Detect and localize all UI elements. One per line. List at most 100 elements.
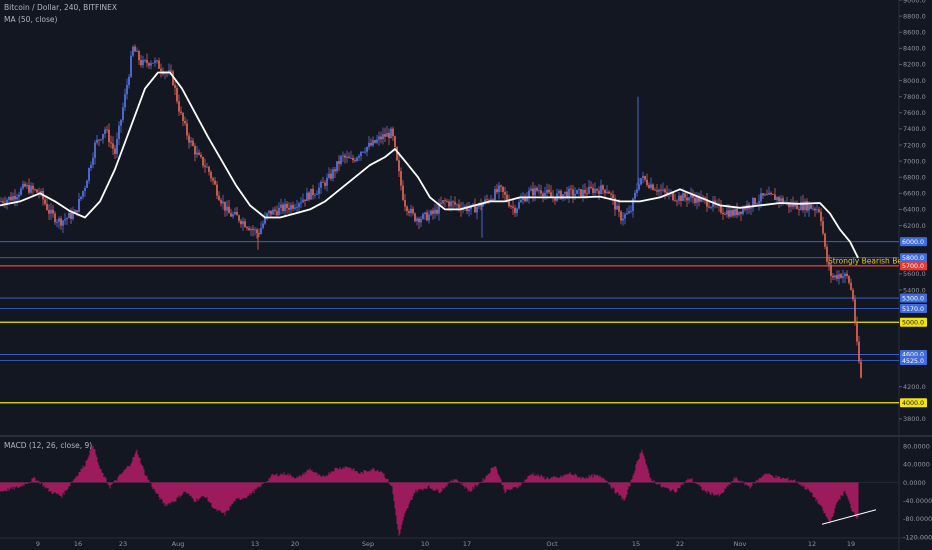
macd-bar	[224, 482, 226, 516]
macd-bar	[16, 482, 18, 487]
macd-bar	[254, 482, 256, 490]
macd-bar	[42, 482, 44, 487]
candle	[42, 187, 44, 206]
candle	[230, 208, 232, 217]
macd-bar	[53, 482, 55, 493]
macd-bar	[293, 477, 295, 483]
macd-bar	[547, 477, 549, 483]
macd-bar	[132, 457, 134, 483]
macd-bar	[352, 468, 354, 483]
macd-bar	[692, 481, 694, 483]
candle	[210, 170, 212, 183]
macd-bar	[416, 482, 418, 493]
candle	[752, 196, 754, 212]
macd-bar	[306, 470, 308, 483]
candle	[636, 183, 638, 197]
macd-bar	[487, 474, 489, 483]
macd-bar	[722, 482, 724, 494]
candle	[494, 185, 496, 202]
candle	[528, 187, 530, 204]
macd-bar	[483, 480, 485, 483]
macd-bar	[836, 482, 838, 503]
candle	[688, 196, 690, 204]
macd-bar	[458, 482, 460, 483]
candle	[350, 150, 352, 159]
macd-bar	[683, 482, 685, 484]
candle	[392, 126, 394, 142]
candle	[266, 212, 268, 221]
macd-bar	[120, 474, 122, 483]
macd-bar	[383, 473, 385, 483]
candle	[810, 204, 812, 210]
macd-bar	[800, 482, 802, 487]
macd-bar	[368, 471, 370, 483]
macd-bar	[613, 482, 615, 489]
macd-bar	[565, 474, 567, 483]
macd-bar	[231, 482, 233, 504]
macd-bar	[492, 467, 494, 483]
macd-bar	[323, 475, 325, 483]
candle	[856, 316, 858, 346]
candle	[686, 192, 688, 208]
macd-bar	[673, 482, 675, 492]
macd-bar	[51, 482, 53, 494]
macd-bar	[109, 482, 111, 489]
macd-bar	[660, 482, 662, 487]
candle	[402, 180, 404, 202]
macd-bar	[152, 482, 154, 490]
macd-bar	[622, 482, 624, 499]
candle	[80, 196, 82, 202]
macd-bar	[359, 474, 361, 483]
candle	[638, 177, 640, 192]
macd-bar	[232, 482, 234, 504]
macd-bar	[211, 482, 213, 508]
candle	[462, 201, 464, 214]
macd-tick-label: -80.0000	[903, 515, 932, 523]
macd-bar	[810, 482, 812, 493]
macd-bar	[711, 482, 713, 493]
macd-bar	[813, 482, 815, 498]
macd-bar	[637, 459, 639, 483]
macd-bar	[689, 478, 691, 483]
candle	[394, 135, 396, 149]
macd-bar	[7, 482, 9, 489]
macd-bar	[242, 482, 244, 500]
macd-bar	[374, 470, 376, 483]
macd-bar	[746, 482, 748, 486]
candle	[406, 205, 408, 216]
macd-bar	[250, 482, 252, 496]
macd-bar	[431, 482, 433, 489]
macd-bar	[213, 482, 215, 509]
candle	[342, 151, 344, 163]
macd-bar	[806, 482, 808, 490]
candle	[362, 151, 364, 153]
macd-bar	[650, 478, 652, 483]
candle	[608, 190, 610, 194]
candle	[360, 151, 362, 161]
macd-bar	[636, 461, 638, 483]
candle	[78, 192, 80, 213]
candle	[324, 180, 326, 190]
macd-bar	[164, 482, 166, 507]
macd-bar	[131, 461, 133, 483]
macd-bar	[453, 479, 455, 483]
level-badge-label: 5800.0	[902, 255, 924, 262]
x-tick-label: 13	[251, 540, 259, 548]
candle	[200, 152, 202, 159]
macd-bar	[238, 482, 240, 499]
candle	[642, 171, 644, 184]
macd-bar	[143, 469, 145, 483]
candle	[532, 181, 534, 202]
macd-bar	[729, 482, 731, 486]
macd-bar	[702, 482, 704, 491]
candle	[630, 205, 632, 214]
candle	[376, 134, 378, 145]
macd-bar	[367, 471, 369, 483]
macd-bar	[480, 481, 482, 483]
macd-bar	[166, 482, 168, 506]
macd-bar	[183, 482, 185, 492]
candle	[264, 211, 266, 226]
candle	[516, 207, 518, 217]
candle	[734, 207, 736, 218]
